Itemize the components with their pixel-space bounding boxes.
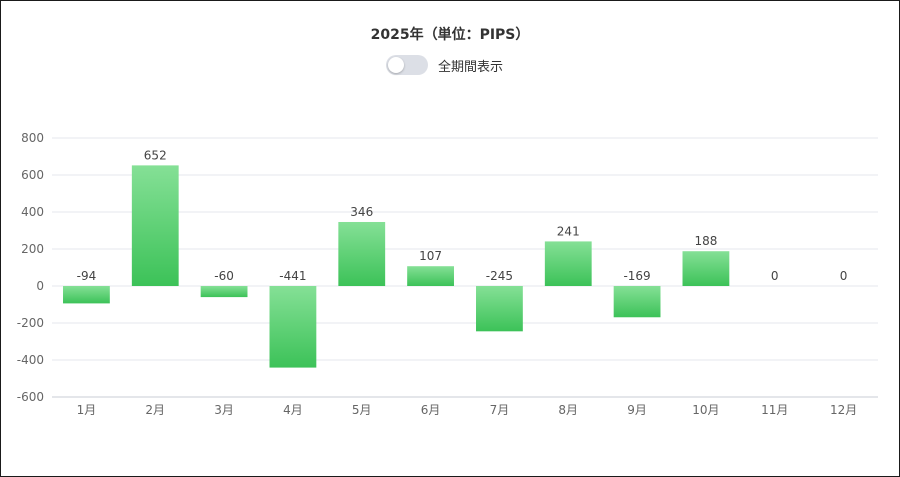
bar[interactable] xyxy=(200,286,248,298)
data-label: -441 xyxy=(279,269,306,283)
y-tick-label: 0 xyxy=(36,279,44,293)
x-tick-label: 10月 xyxy=(692,403,719,417)
x-tick-label: 5月 xyxy=(352,403,372,417)
bar[interactable] xyxy=(338,221,386,286)
y-tick-label: 400 xyxy=(21,205,44,219)
data-labels: -94 652 -60 -441 346 107 -245 241 -169 188 0 0 xyxy=(77,148,848,283)
data-label: 652 xyxy=(144,148,167,162)
bar[interactable] xyxy=(476,286,523,332)
data-label: 0 xyxy=(840,269,848,283)
data-label: 346 xyxy=(350,205,373,219)
x-tick-label: 12月 xyxy=(830,403,857,417)
bar[interactable] xyxy=(407,266,454,286)
toggle-knob xyxy=(388,57,404,73)
data-label: 241 xyxy=(557,224,580,238)
x-tick-label: 11月 xyxy=(761,403,788,417)
data-label: -94 xyxy=(77,269,97,283)
data-label: 188 xyxy=(694,234,717,248)
x-tick-label: 1月 xyxy=(77,403,97,417)
full-period-toggle-row[interactable]: 全期間表示 xyxy=(386,55,503,75)
y-tick-label: 200 xyxy=(21,242,44,256)
x-axis-ticks: 1月 2月 3月 4月 5月 6月 7月 8月 9月 10月 11月 12月 xyxy=(77,403,858,417)
y-tick-label: 600 xyxy=(21,168,44,182)
bar[interactable] xyxy=(131,165,179,286)
x-tick-label: 2月 xyxy=(145,403,165,417)
data-label: 107 xyxy=(419,249,442,263)
bar[interactable] xyxy=(63,286,110,304)
y-tick-label: -400 xyxy=(17,353,44,367)
bar[interactable] xyxy=(544,241,592,286)
bar[interactable] xyxy=(613,286,661,318)
x-tick-label: 4月 xyxy=(283,403,303,417)
grid-lines xyxy=(52,137,878,398)
x-tick-label: 6月 xyxy=(421,403,441,417)
data-label: -245 xyxy=(486,269,513,283)
data-label: -60 xyxy=(214,269,234,283)
x-tick-label: 9月 xyxy=(627,403,647,417)
chart-title: 2025年（単位：PIPS） xyxy=(370,27,530,43)
x-tick-label: 8月 xyxy=(558,403,578,417)
y-axis-ticks: -600 -400 -200 0 200 400 600 800 xyxy=(17,131,44,404)
bar[interactable] xyxy=(269,286,317,368)
data-label: -169 xyxy=(623,269,650,283)
y-tick-label: 800 xyxy=(21,131,44,145)
y-tick-label: -200 xyxy=(17,316,44,330)
x-tick-label: 7月 xyxy=(490,403,510,417)
bars xyxy=(63,165,730,368)
bar[interactable] xyxy=(682,251,730,286)
y-tick-label: -600 xyxy=(17,390,44,404)
full-period-toggle-switch[interactable] xyxy=(386,55,428,75)
data-label: 0 xyxy=(771,269,779,283)
x-tick-label: 3月 xyxy=(214,403,234,417)
full-period-toggle-label[interactable]: 全期間表示 xyxy=(438,59,504,75)
